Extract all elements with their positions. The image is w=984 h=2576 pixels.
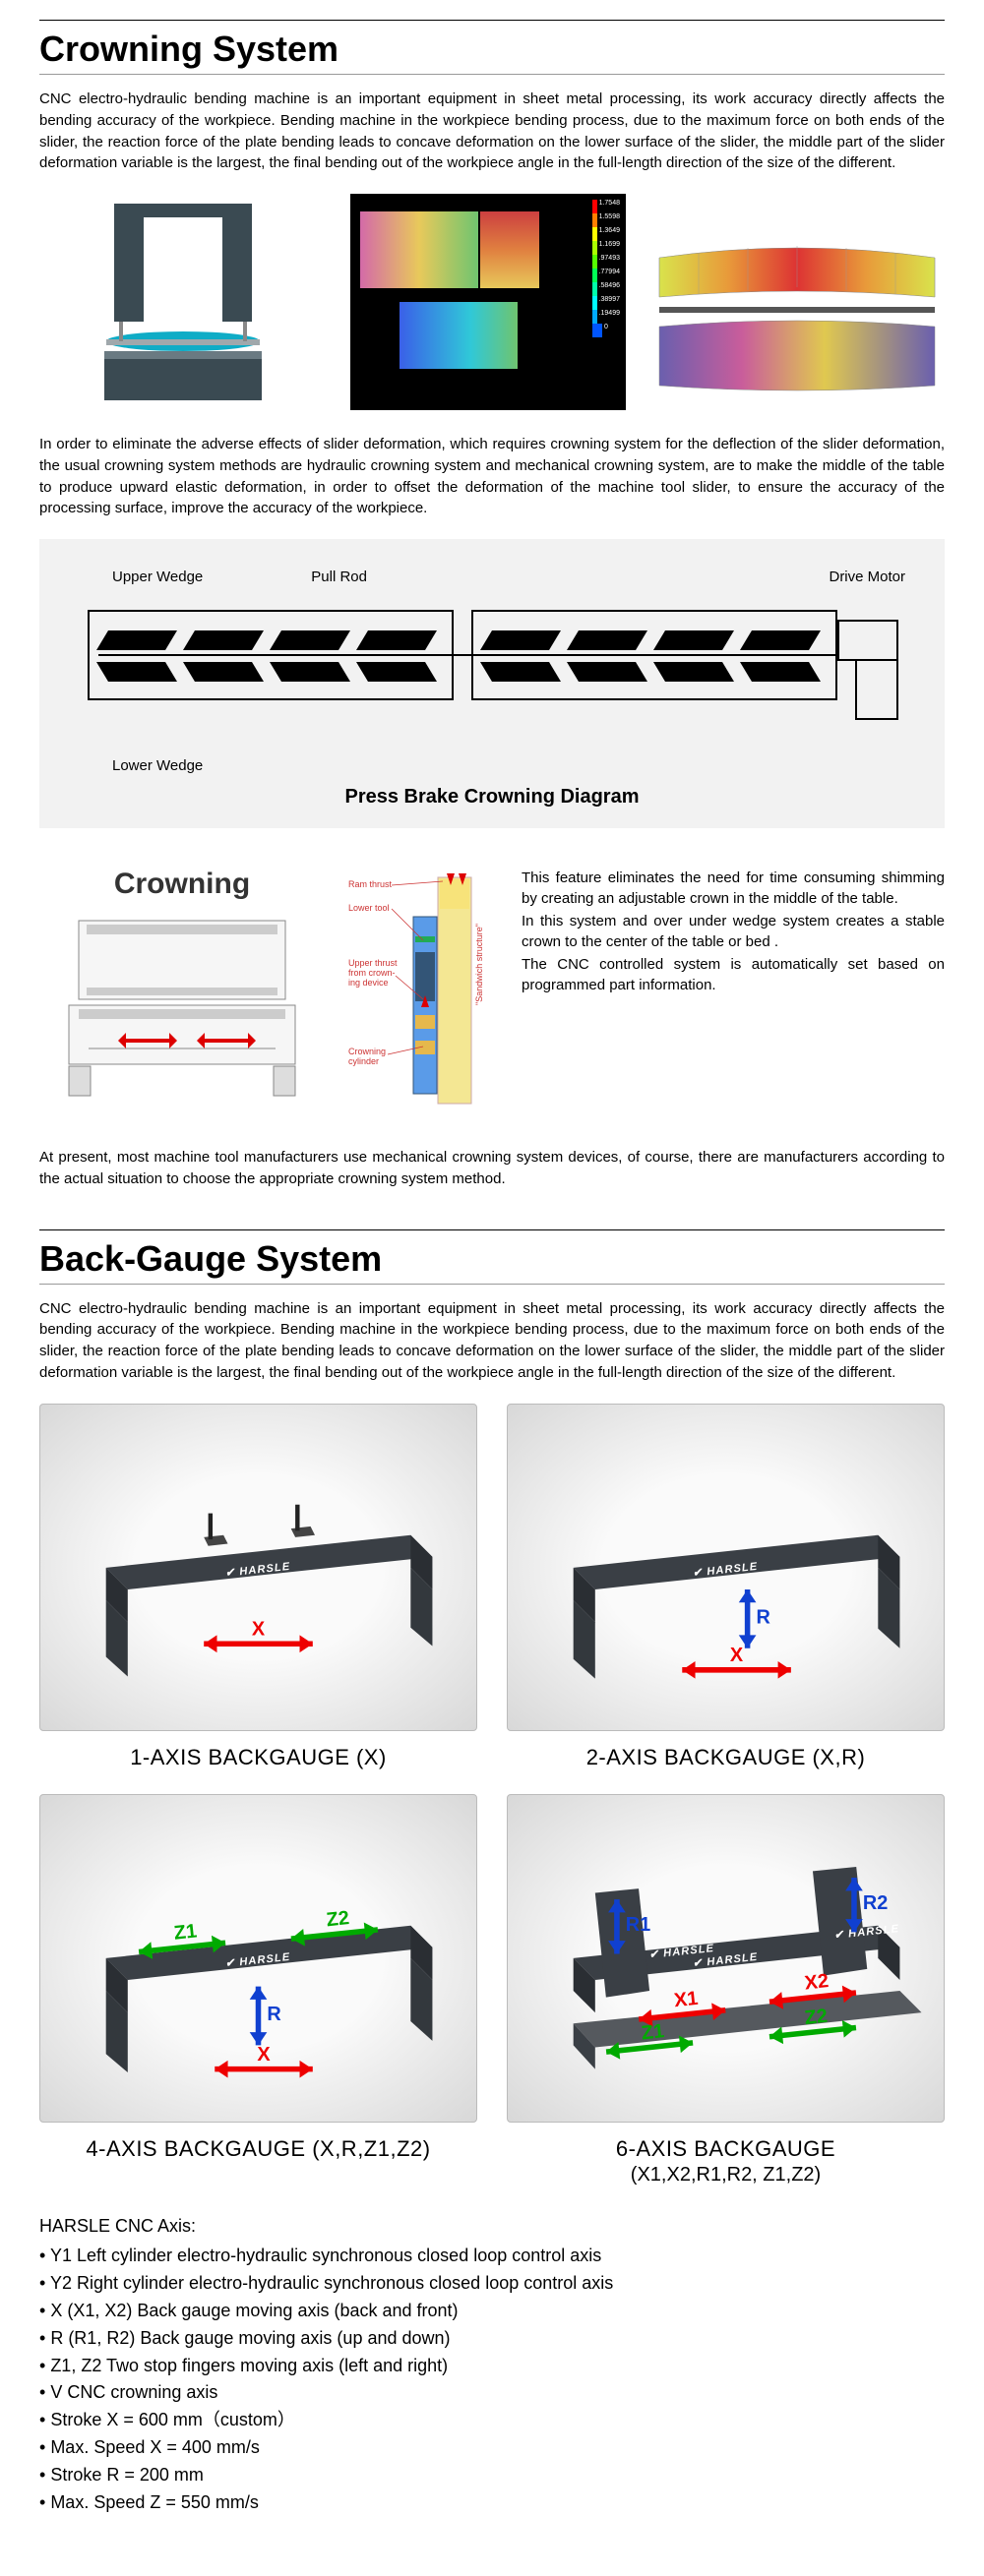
backgauge-caption: 1-AXIS BACKGAUGE (X) [39, 1745, 477, 1770]
backgauge-image: ✔ HARSLE✔ HARSLE✔ HARSLER1R2X1X2Z1Z2 [507, 1794, 945, 2123]
svg-text:X: X [252, 1618, 266, 1640]
warp-illustration [649, 194, 945, 410]
label-pull-rod: Pull Rod [311, 569, 367, 585]
diagram-top-labels: Upper Wedge Pull Rod Drive Motor [69, 569, 915, 585]
crowning-description: This feature eliminates the need for tim… [522, 868, 945, 997]
axis-list-title: HARSLE CNC Axis: [39, 2216, 945, 2237]
label-upper-wedge: Upper Wedge [112, 569, 203, 585]
axis-list-item: X (X1, X2) Back gauge moving axis (back … [39, 2298, 945, 2325]
intro-paragraph: CNC electro-hydraulic bending machine is… [39, 89, 945, 174]
fea-illustration: 1.75481.55981.36491.1699.97493.77994.584… [344, 194, 632, 410]
backgauge-item: ✔ HARSLEZ1Z2RX4-AXIS BACKGAUGE (X,R,Z1,Z… [39, 1794, 477, 2187]
svg-text:X: X [257, 2044, 271, 2066]
axis-list-item: Max. Speed X = 400 mm/s [39, 2434, 945, 2462]
backgauge-image: ✔ HARSLEZ1Z2RX [39, 1794, 477, 2123]
axis-list-item: Y1 Left cylinder electro-hydraulic synch… [39, 2243, 945, 2270]
backgauge-section: Back-Gauge System CNC electro-hydraulic … [39, 1229, 945, 2517]
section-title: Back-Gauge System [39, 1238, 945, 1280]
svg-text:Upper thrust from cr: Upper thrust from crown- ing device [348, 958, 400, 988]
svg-text:Z2: Z2 [326, 1907, 350, 1931]
svg-text:Crowning cylinder: Crowning cylinder [348, 1047, 389, 1066]
axis-list-block: HARSLE CNC Axis: Y1 Left cylinder electr… [39, 2216, 945, 2517]
svg-text:R: R [756, 1606, 769, 1628]
svg-text:Ram thrust: Ram thrust [348, 879, 393, 889]
paragraph: In order to eliminate the adverse effect… [39, 434, 945, 519]
crowning-text-1: This feature eliminates the need for tim… [522, 868, 945, 909]
backgauge-grid: ✔ HARSLEX 1-AXIS BACKGAUGE (X) ✔ HARSLERX 2… [39, 1404, 945, 2187]
section-title: Crowning System [39, 29, 945, 70]
svg-text:Lower tool: Lower tool [348, 903, 390, 913]
diagram-svg [69, 591, 915, 749]
intro-paragraph: CNC electro-hydraulic bending machine is… [39, 1298, 945, 1384]
svg-text:X2: X2 [804, 1970, 830, 1994]
divider [39, 20, 945, 21]
backgauge-image: ✔ HARSLERX [507, 1404, 945, 1732]
axis-list-item: Y2 Right cylinder electro-hydraulic sync… [39, 2270, 945, 2298]
crowning-subtitle: Crowning [39, 868, 325, 901]
axis-list-item: Z1, Z2 Two stop fingers moving axis (lef… [39, 2353, 945, 2380]
press-illustration [39, 194, 327, 410]
crowning-text-3: The CNC controlled system is automatical… [522, 954, 945, 995]
svg-text:Z2: Z2 [804, 2006, 829, 2029]
svg-text:R2: R2 [863, 1892, 888, 1914]
axis-list-item: Stroke X = 600 mm（custom） [39, 2407, 945, 2434]
crowning-column-diagram: Ram thrust Lower tool Upper thrust from … [344, 868, 502, 1123]
backgauge-caption: 6-AXIS BACKGAUGE [507, 2136, 945, 2162]
backgauge-item: ✔ HARSLERX 2-AXIS BACKGAUGE (X,R) [507, 1404, 945, 1771]
paragraph: At present, most machine tool manufactur… [39, 1147, 945, 1190]
svg-text:Z1: Z1 [641, 2020, 665, 2044]
axis-list-item: Max. Speed Z = 550 mm/s [39, 2489, 945, 2517]
label-lower-wedge: Lower Wedge [112, 757, 915, 774]
svg-text:X: X [730, 1644, 744, 1665]
backgauge-item: ✔ HARSLE✔ HARSLE✔ HARSLER1R2X1X2Z1Z26-AX… [507, 1794, 945, 2187]
axis-list-item: V CNC crowning axis [39, 2379, 945, 2407]
image-row: 1.75481.55981.36491.1699.97493.77994.584… [39, 194, 945, 410]
divider [39, 1284, 945, 1285]
backgauge-image: ✔ HARSLEX [39, 1404, 477, 1732]
crowning-info-row: Crowning [39, 868, 945, 1123]
backgauge-item: ✔ HARSLEX 1-AXIS BACKGAUGE (X) [39, 1404, 477, 1771]
svg-text:Z1: Z1 [173, 1921, 198, 1945]
divider [39, 1229, 945, 1230]
axis-list-item: R (R1, R2) Back gauge moving axis (up an… [39, 2325, 945, 2353]
crowning-section: Crowning System CNC electro-hydraulic be… [39, 20, 945, 1190]
label-drive-motor: Drive Motor [829, 569, 905, 585]
svg-text:X1: X1 [673, 1988, 700, 2011]
backgauge-caption: 2-AXIS BACKGAUGE (X,R) [507, 1745, 945, 1770]
crowning-cross-section: Crowning [39, 868, 325, 1103]
svg-text:"Sandwich structure": "Sandwich structure" [474, 924, 484, 1005]
axis-list: Y1 Left cylinder electro-hydraulic synch… [39, 2243, 945, 2517]
crowning-diagram: Upper Wedge Pull Rod Drive Motor Lower W… [39, 539, 945, 828]
crowning-text-2: In this system and over under wedge syst… [522, 911, 945, 952]
backgauge-subcaption: (X1,X2,R1,R2, Z1,Z2) [507, 2164, 945, 2187]
svg-text:R: R [267, 2004, 280, 2025]
backgauge-caption: 4-AXIS BACKGAUGE (X,R,Z1,Z2) [39, 2136, 477, 2162]
divider [39, 74, 945, 75]
diagram-title: Press Brake Crowning Diagram [69, 786, 915, 809]
axis-list-item: Stroke R = 200 mm [39, 2462, 945, 2489]
svg-text:R1: R1 [626, 1914, 650, 1936]
